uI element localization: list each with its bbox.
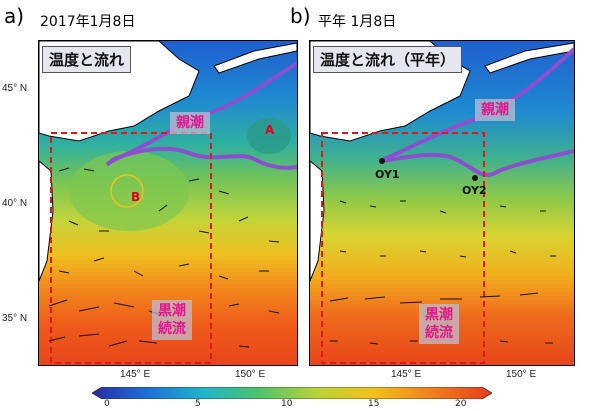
lat-label-45: 45° N [2,83,28,94]
kuroshio-label-b: 黒潮 続流 [419,304,459,344]
eddy-b-label: B [131,190,141,204]
colorbar-tick-15: 15 [368,399,380,409]
kuroshio-line1-b: 黒潮 [425,307,453,323]
kuroshio-label-a: 黒潮 続流 [152,300,192,340]
station-oy1: OY1 [375,168,400,181]
colorbar-tick-20: 20 [455,399,467,409]
lat-label-35: 35° N [2,313,28,324]
panel-a-title: 温度と流れ [42,46,132,73]
oyashio-label-b: 親潮 [475,99,515,121]
colorbar-svg [91,386,493,400]
panel-b-letter: b) [290,4,311,28]
kuroshio-line2-a: 続流 [158,321,186,337]
panel-a-date: 2017年1月8日 [40,14,136,30]
current-vectors-b [329,200,556,345]
panel-a-letter: a) [4,4,25,28]
colorbar-tick-5: 5 [195,399,201,409]
lon-label-b-150: 150° E [506,369,537,380]
kuroshio-line1-a: 黒潮 [158,303,186,319]
kuroshio-line2-b: 続流 [425,325,453,341]
colorbar-tick-10: 10 [281,399,293,409]
colorbar [91,384,493,400]
eddy-a-label: A [265,123,275,137]
panel-b-date: 平年 1月8日 [318,14,397,30]
panel-b-title: 温度と流れ（平年） [313,46,463,73]
lon-label-b-145: 145° E [391,369,422,380]
lat-label-40: 40° N [2,198,28,209]
oyashio-label-a: 親潮 [170,112,210,134]
colorbar-tick-0: 0 [104,399,110,409]
lon-label-a-150: 150° E [235,369,266,380]
lon-label-a-145: 145° E [120,369,151,380]
current-vectors-a [48,167,280,348]
station-oy2: OY2 [462,184,487,197]
